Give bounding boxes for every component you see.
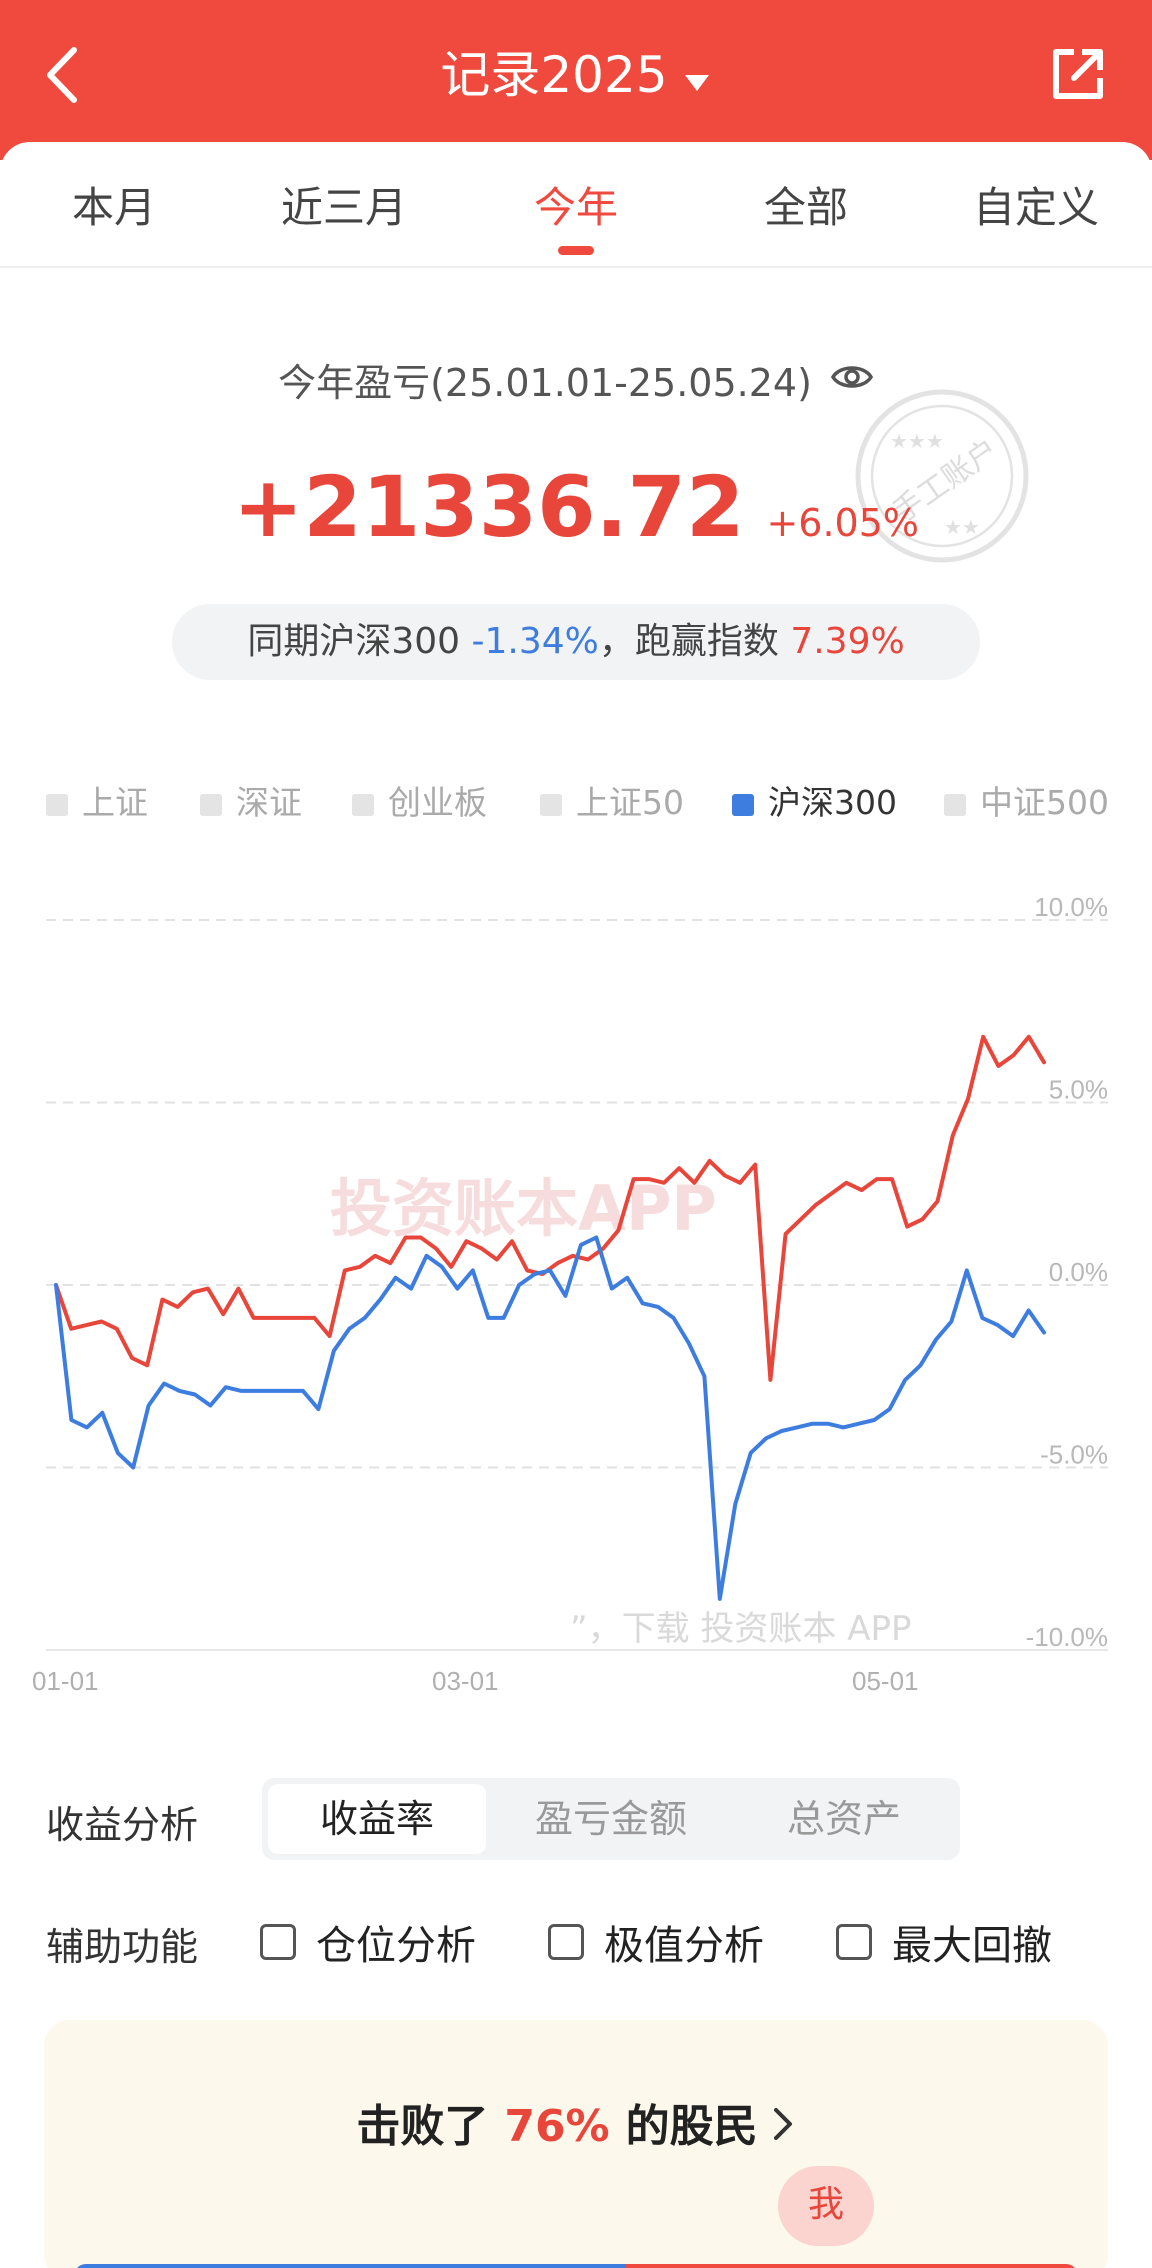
legend-swatch xyxy=(46,794,68,816)
legend-sse50[interactable]: 上证50 xyxy=(540,776,684,824)
rank-bar xyxy=(74,2264,1078,2268)
watermark-text: 投资账本APP xyxy=(330,1172,717,1245)
return-chart[interactable]: 10.0% 5.0% 0.0% -5.0% -10.0% 01-01 03-01 05-01 投… xyxy=(0,870,1152,1730)
legend-swatch xyxy=(200,794,222,816)
app-header: 记录2025 xyxy=(0,0,1152,160)
legend-swatch xyxy=(732,794,754,816)
legend-csi300[interactable]: 沪深300 xyxy=(732,776,897,824)
legend-label: 深证 xyxy=(236,783,302,822)
svg-text:★★★: ★★★ xyxy=(890,429,944,453)
beat-percent: 76% xyxy=(504,2101,610,2152)
beat-prefix: 击败了 xyxy=(356,2101,489,2152)
share-button[interactable] xyxy=(1048,44,1108,104)
y-tick-label: -10.0% xyxy=(1026,1622,1108,1652)
seg-total-assets[interactable]: 总资产 xyxy=(786,1797,901,1841)
checkbox-box xyxy=(548,1924,584,1960)
y-tick-label: 10.0% xyxy=(1034,892,1108,922)
x-tick-label: 05-01 xyxy=(852,1666,919,1696)
legend-chinext[interactable]: 创业板 xyxy=(352,776,487,824)
max-drawdown-checkbox[interactable]: 最大回撤 xyxy=(836,1913,1052,1973)
page-title: 记录2025 xyxy=(440,46,668,104)
index-legend: 上证 深证 创业板 上证50 沪深300 中证500 xyxy=(0,776,1152,826)
manual-account-stamp: ★★★ ★★ 手工账户 xyxy=(855,389,1029,563)
legend-sse[interactable]: 上证 xyxy=(46,776,148,824)
x-tick-label: 01-01 xyxy=(32,1666,99,1696)
chevron-right-icon xyxy=(770,2104,796,2155)
index-return: -1.34% xyxy=(471,621,599,662)
back-button[interactable] xyxy=(36,38,96,113)
legend-label: 中证500 xyxy=(980,783,1109,822)
legend-label: 上证 xyxy=(82,783,148,822)
pnl-period-label: 今年盈亏(25.01.01-25.05.24) xyxy=(0,352,1152,407)
title-selector[interactable]: 记录2025 xyxy=(0,38,1152,118)
pnl-percent: +6.05% xyxy=(766,501,919,545)
beat-suffix: 的股民 xyxy=(625,2101,758,2152)
legend-label: 上证50 xyxy=(576,783,684,822)
checkbox-label: 最大回撤 xyxy=(892,1923,1052,1969)
legend-label: 沪深300 xyxy=(768,783,897,822)
svg-text:★★: ★★ xyxy=(944,515,980,539)
eye-icon[interactable] xyxy=(830,358,874,402)
tab-all[interactable]: 全部 xyxy=(763,183,848,232)
beat-title: 击败了 76% 的股民 xyxy=(44,2090,1108,2155)
seg-pnl-amount[interactable]: 盈亏金额 xyxy=(534,1797,687,1841)
pnl-period-text: 今年盈亏(25.01.01-25.05.24) xyxy=(278,361,812,405)
tab-this-month[interactable]: 本月 xyxy=(71,183,156,232)
csi300-line xyxy=(54,1235,1046,1601)
outperform-value: 7.39% xyxy=(790,621,905,662)
compare-prefix: 同期沪深300 xyxy=(247,621,461,662)
tab-custom[interactable]: 自定义 xyxy=(972,183,1099,232)
aux-label: 辅助功能 xyxy=(46,1925,199,1969)
pnl-value: +21336.72 +6.05% xyxy=(0,458,1152,556)
legend-swatch xyxy=(352,794,374,816)
compare-mid: ，跑赢指数 xyxy=(598,621,779,662)
tab-this-year[interactable]: 今年 xyxy=(533,183,618,232)
checkbox-label: 极值分析 xyxy=(604,1923,764,1969)
caret-down-icon xyxy=(682,41,712,116)
checkbox-box xyxy=(260,1924,296,1960)
beat-investors-card[interactable]: 击败了 76% 的股民 我 xyxy=(44,2020,1108,2268)
extreme-analysis-checkbox[interactable]: 极值分析 xyxy=(548,1913,764,1973)
y-tick-label: 5.0% xyxy=(1049,1075,1108,1105)
checkbox-box xyxy=(836,1924,872,1960)
checkbox-label: 仓位分析 xyxy=(316,1923,476,1969)
seg-return-rate[interactable]: 收益率 xyxy=(268,1784,486,1854)
legend-szse[interactable]: 深证 xyxy=(200,776,302,824)
pnl-amount: +21336.72 xyxy=(233,458,745,556)
period-tabs: 本月 近三月 今年 全部 自定义 xyxy=(0,142,1152,268)
share-icon xyxy=(1053,49,1103,99)
index-comparison: 同期沪深300 -1.34%，跑赢指数 7.39% xyxy=(172,604,980,680)
active-tab-indicator xyxy=(558,246,594,255)
legend-swatch xyxy=(540,794,562,816)
legend-swatch xyxy=(944,794,966,816)
y-tick-label: -5.0% xyxy=(1040,1440,1108,1470)
y-tick-label: 0.0% xyxy=(1049,1257,1108,1287)
me-marker: 我 xyxy=(778,2166,874,2246)
watermark-download-text: ”，下载 投资账本 APP xyxy=(570,1609,912,1649)
legend-label: 创业板 xyxy=(388,783,487,822)
back-arrow-icon xyxy=(47,47,77,103)
x-tick-label: 03-01 xyxy=(432,1666,499,1696)
position-analysis-checkbox[interactable]: 仓位分析 xyxy=(260,1913,476,1973)
analysis-segmented-control: 收益率 盈亏金额 总资产 xyxy=(262,1778,960,1860)
tab-three-months[interactable]: 近三月 xyxy=(280,183,407,232)
analysis-label: 收益分析 xyxy=(46,1803,199,1847)
legend-csi500[interactable]: 中证500 xyxy=(944,776,1109,824)
